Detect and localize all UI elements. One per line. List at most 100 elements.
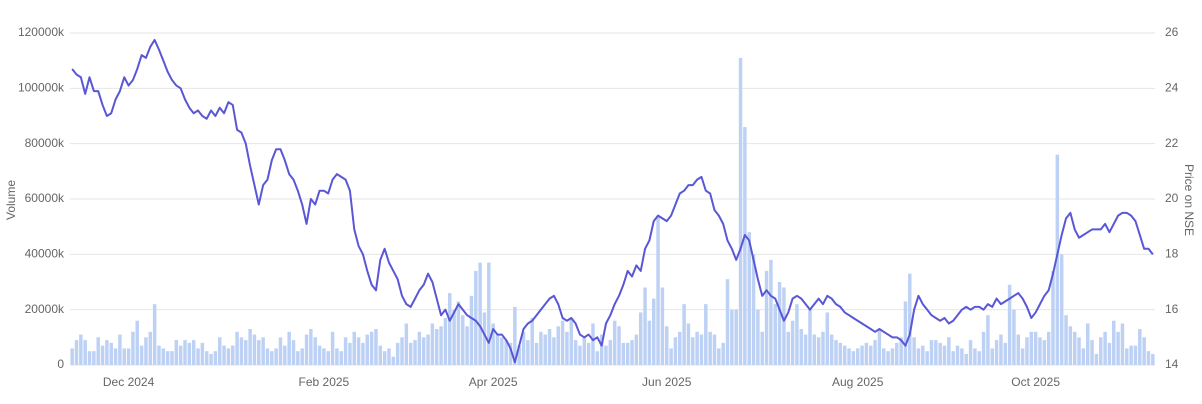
volume-bar (547, 329, 552, 365)
y-tick-label: 60000k (25, 191, 65, 205)
volume-bar (756, 309, 760, 365)
y-tick-label: 80000k (25, 136, 65, 150)
volume-bar (1081, 348, 1086, 365)
volume-bar (691, 337, 695, 365)
volume-bar (309, 329, 313, 365)
volume-bar (144, 337, 148, 365)
y-tick-label: 0 (57, 357, 64, 371)
volume-bar (986, 315, 990, 365)
volume-bar (356, 337, 361, 365)
volume-bar (734, 309, 738, 365)
volume-bar (673, 337, 678, 365)
volume-bar (504, 340, 508, 365)
volume-bar (404, 323, 409, 365)
volume-bar (226, 348, 231, 365)
volume-bar (1020, 348, 1025, 365)
volume-bar (474, 270, 478, 365)
volume-bar (921, 345, 925, 365)
volume-bar (743, 127, 747, 365)
volume-bar (760, 331, 764, 365)
y2-tick-label: 26 (1165, 25, 1179, 39)
volume-bar (265, 348, 270, 365)
x-tick-label: Jun 2025 (642, 375, 692, 389)
volume-bar (808, 309, 812, 365)
volume-bar (1007, 284, 1012, 365)
volume-bar (573, 340, 578, 365)
background-layer (70, 32, 1155, 366)
volume-bar (217, 337, 222, 365)
volume-bar (1059, 254, 1064, 365)
volume-bar (790, 320, 795, 365)
volume-bar (157, 345, 161, 365)
volume-bar (795, 304, 799, 365)
volume-bar (955, 345, 960, 365)
volume-bar (686, 323, 691, 365)
volume-bar (534, 342, 539, 365)
volume-bar (539, 331, 543, 365)
volume-bar (456, 301, 461, 365)
volume-bar (270, 351, 274, 365)
volume-bar (187, 342, 192, 365)
y2-tick-label: 14 (1165, 357, 1179, 371)
volume-bar (478, 262, 482, 365)
volume-bar (951, 351, 955, 365)
volume-bar (244, 340, 248, 365)
volume-bar (443, 317, 448, 365)
volume-bar (656, 215, 660, 365)
volume-bar (317, 345, 322, 365)
volume-bar (738, 57, 743, 366)
volume-bar (938, 342, 942, 365)
volume-bar (165, 351, 170, 365)
x-tick-label: Feb 2025 (299, 375, 350, 389)
volume-bar (222, 345, 226, 365)
volume-bar (704, 304, 708, 365)
volume-bar (960, 348, 964, 365)
volume-bar (608, 340, 613, 365)
volume-bar (517, 345, 521, 365)
volume-bar (365, 334, 370, 365)
volume-bar (335, 348, 339, 365)
volume-bar (239, 337, 244, 365)
volume-bar (126, 348, 131, 365)
volume-bar (751, 254, 756, 365)
price-line (71, 38, 1154, 364)
volume-bar (821, 331, 825, 365)
volume-bar (248, 329, 252, 365)
y-tick-label: 100000k (18, 81, 65, 95)
volume-bar (369, 331, 374, 365)
volume-bar (70, 348, 74, 365)
volume-bar (174, 340, 179, 365)
volume-bar (786, 331, 791, 365)
volume-bar (695, 331, 699, 365)
volume-bar (178, 345, 183, 365)
volume-bar (964, 353, 968, 365)
volume-bar (816, 337, 821, 365)
volume-bar (209, 353, 213, 365)
volume-bar (908, 273, 912, 365)
y-tick-label: 20000k (25, 302, 65, 316)
volume-bar (526, 340, 530, 365)
volume-bar (1107, 342, 1112, 365)
volume-bar (1046, 331, 1051, 365)
volume-bar (261, 337, 265, 365)
volume-bar (191, 340, 196, 365)
volume-bar (469, 295, 474, 365)
volume-bar (929, 340, 934, 365)
volume-bar (621, 342, 626, 365)
volume-bar (326, 351, 330, 365)
volume-bar (287, 331, 291, 365)
volume-bar (161, 348, 166, 365)
volume-bar (981, 331, 986, 365)
x-tick-label: Oct 2025 (1011, 375, 1060, 389)
volume-bar (721, 342, 725, 365)
volume-bar (352, 331, 357, 365)
volume-bar (361, 342, 365, 365)
volume-bar (855, 348, 860, 365)
volume-bar (773, 304, 777, 365)
volume-bar (322, 348, 326, 365)
volume-bar (842, 345, 847, 365)
volume-bar (374, 329, 378, 365)
volume-bar (278, 337, 283, 365)
volume-bar (300, 348, 304, 365)
volume-bar (643, 287, 647, 365)
